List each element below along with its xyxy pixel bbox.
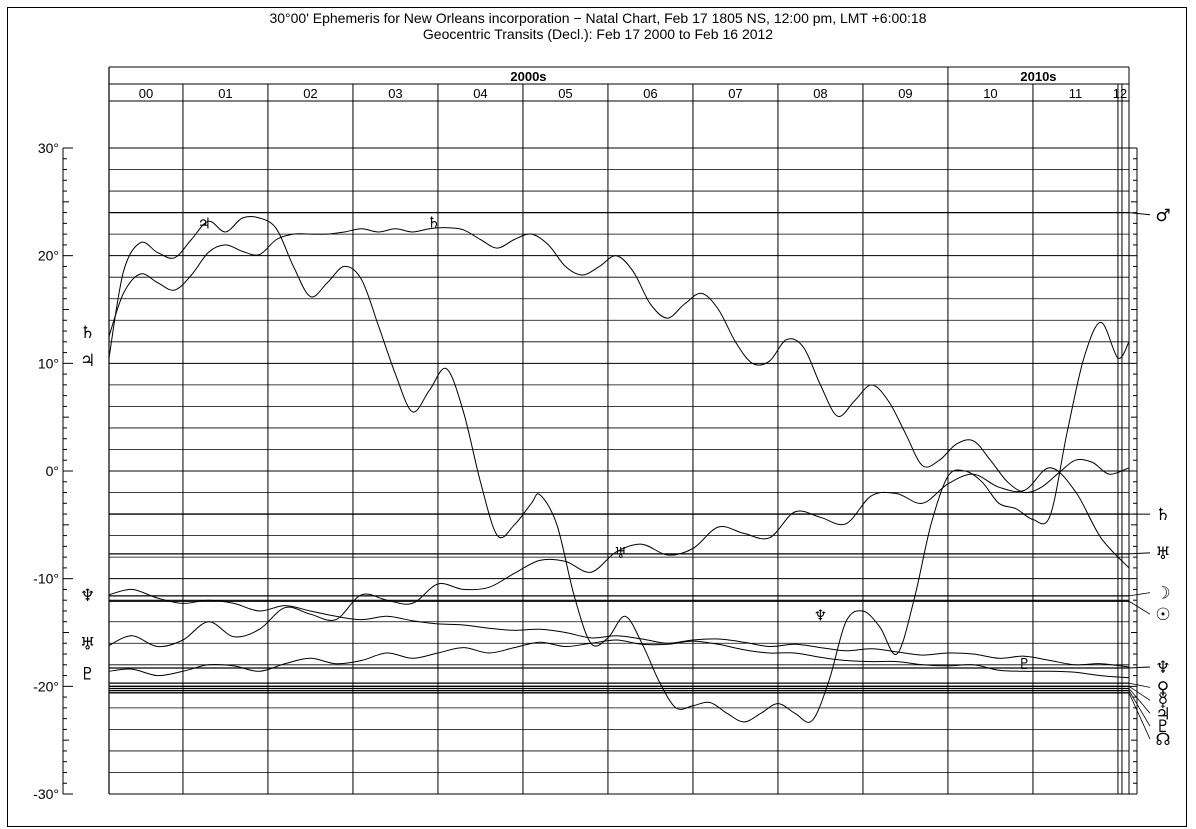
year-label: 03 (388, 86, 402, 101)
year-label: 05 (558, 86, 572, 101)
natal-leader-uranus (1128, 552, 1151, 555)
natal-leader-jupiter (1128, 688, 1151, 714)
natal-glyph-jupiter: ♃ (1155, 704, 1170, 724)
y-tick-label: 20° (38, 248, 59, 264)
y-tick-label: 30° (38, 140, 59, 156)
natal-leader-mars (1128, 212, 1151, 216)
year-label: 01 (218, 86, 232, 101)
curve-inline-glyph-pluto: ♇ (1018, 655, 1031, 673)
year-label: 09 (898, 86, 912, 101)
curve-inline-glyph-uranus: ♅ (614, 544, 627, 562)
natal-leader-venus (1128, 682, 1151, 688)
natal-glyph-moon: ☽ (1155, 584, 1170, 604)
curve-inline-glyph-neptune: ♆ (814, 606, 827, 624)
natal-glyph-node: ☊ (1155, 730, 1170, 750)
natal-glyph-saturn: ♄ (1155, 505, 1170, 525)
transit-curve-uranus (108, 467, 1130, 648)
natal-leader-node (1128, 692, 1151, 740)
natal-leader-pluto (1128, 690, 1151, 727)
y-axis: 30° 20° 10° 0° -10° -20° -30° (33, 140, 1138, 802)
natal-lines (109, 211, 1151, 740)
year-label: 12 (1113, 86, 1127, 101)
chart-frame (7, 7, 1187, 827)
transit-curve-jupiter (108, 215, 1130, 723)
y-tick-label: -20° (33, 678, 59, 694)
natal-glyph-mars: ♂ (1155, 206, 1170, 226)
year-label: 04 (473, 86, 487, 101)
y-tick-label: -30° (33, 786, 59, 802)
transit-curves (108, 215, 1130, 723)
planet-glyphs: ♂♄♅☽☉♆♀☿♃♇☊♃♃♄♄♅♅♆♆♇♇ (80, 206, 1171, 750)
plot-grid (109, 84, 1129, 795)
chart-title: 30°00' Ephemeris for New Orleans incorpo… (269, 10, 927, 26)
natal-glyph-neptune: ♆ (1155, 658, 1170, 678)
curve-start-glyph-neptune: ♆ (80, 586, 95, 606)
year-label: 11 (1069, 86, 1083, 101)
y-tick-label: 10° (38, 355, 59, 371)
natal-leader-neptune (1128, 666, 1151, 669)
year-label: 08 (813, 86, 827, 101)
natal-leader-sun (1128, 600, 1151, 615)
natal-leader-mercury (1128, 686, 1151, 701)
year-label: 10 (983, 86, 997, 101)
chart-subtitle: Geocentric Transits (Decl.): Feb 17 2000… (422, 26, 774, 42)
natal-glyph-mercury: ☿ (1158, 691, 1168, 711)
natal-glyph-uranus: ♅ (1155, 544, 1170, 564)
natal-leader-moon (1128, 592, 1151, 597)
time-axis-header: 2000s 2010s 00 01 02 03 04 05 06 07 08 09 10 11 12 (108, 66, 1130, 794)
year-label: 02 (303, 86, 317, 101)
natal-glyph-venus: ♀ (1157, 678, 1169, 698)
decade-label: 2010s (1020, 69, 1056, 84)
curve-start-glyph-saturn: ♄ (80, 323, 95, 343)
natal-glyph-sun: ☉ (1155, 605, 1170, 625)
transit-curve-neptune (108, 588, 1130, 668)
transit-curve-pluto (108, 639, 1130, 679)
year-label: 00 (139, 86, 153, 101)
year-label: 07 (728, 86, 742, 101)
decade-label: 2000s (510, 69, 546, 84)
curve-inline-glyph-saturn: ♄ (427, 213, 440, 231)
y-tick-label: -10° (33, 571, 59, 587)
natal-glyph-pluto: ♇ (1155, 717, 1170, 737)
curve-start-glyph-jupiter: ♃ (80, 351, 95, 371)
curve-inline-glyph-jupiter: ♃ (197, 214, 210, 232)
year-label: 06 (643, 86, 657, 101)
curve-start-glyph-uranus: ♅ (80, 634, 95, 654)
chart-title-block: 30°00' Ephemeris for New Orleans incorpo… (0, 10, 1196, 42)
y-tick-label: 0° (46, 463, 59, 479)
curve-start-glyph-pluto: ♇ (80, 664, 95, 684)
transit-curve-saturn (108, 227, 1130, 494)
